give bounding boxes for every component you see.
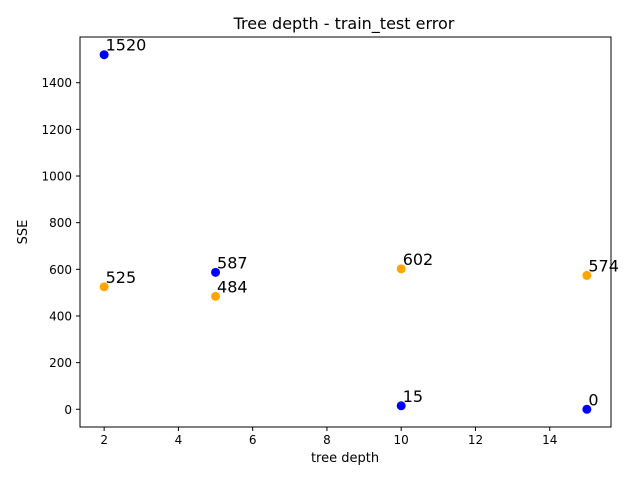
y-tick-label: 200 — [49, 356, 72, 370]
x-tick-label: 6 — [249, 433, 257, 447]
y-tick-label: 1200 — [41, 123, 72, 137]
x-tick-label: 2 — [100, 433, 108, 447]
scatter-point — [99, 50, 109, 60]
point-label: 15 — [403, 387, 423, 406]
y-tick-label: 1000 — [41, 170, 72, 184]
scatter-point — [396, 264, 406, 274]
x-axis-label: tree depth — [311, 451, 379, 466]
data-points — [99, 50, 592, 414]
point-label: 602 — [403, 250, 434, 269]
scatter-point — [211, 291, 221, 301]
y-axis-label: SSE — [16, 220, 31, 245]
point-label: 587 — [217, 253, 248, 272]
plot-area-frame — [79, 36, 612, 428]
y-tick-label: 600 — [49, 263, 72, 277]
point-label: 525 — [106, 268, 137, 287]
point-label: 1520 — [106, 36, 147, 55]
x-tick-label: 14 — [542, 433, 557, 447]
y-tick-label: 0 — [64, 403, 72, 417]
x-tick-label: 4 — [175, 433, 183, 447]
chart-title: Tree depth - train_test error — [233, 14, 455, 34]
point-label: 574 — [588, 256, 619, 275]
y-tick-label: 400 — [49, 309, 72, 323]
x-tick-label: 12 — [468, 433, 483, 447]
scatter-point — [582, 404, 592, 414]
x-axis: 2 4 6 8 10 12 14 — [100, 427, 557, 447]
scatter-point — [396, 401, 406, 411]
y-tick-label: 1400 — [41, 76, 72, 90]
data-labels: 1520 587 15 0 525 484 602 574 — [106, 36, 619, 410]
point-label: 484 — [217, 277, 248, 296]
scatter-point — [211, 267, 221, 277]
x-tick-label: 10 — [394, 433, 409, 447]
x-tick-label: 8 — [323, 433, 331, 447]
y-axis: 0 200 400 600 800 1000 1200 1400 — [41, 76, 80, 417]
scatter-point — [582, 270, 592, 280]
y-tick-label: 800 — [49, 216, 72, 230]
point-label: 0 — [588, 390, 598, 409]
scatter-point — [99, 282, 109, 292]
